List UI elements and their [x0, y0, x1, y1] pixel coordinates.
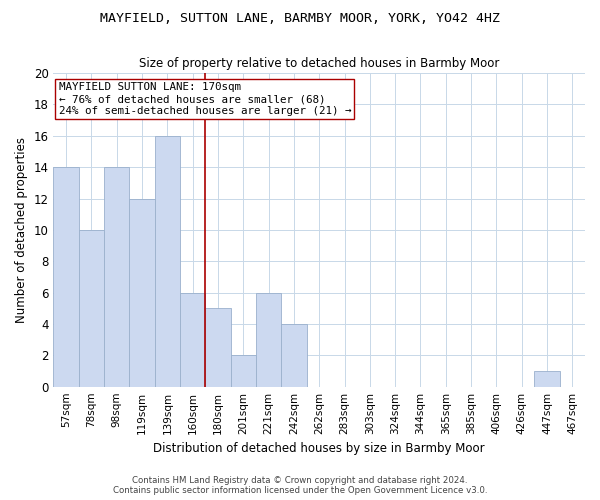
- Text: Contains HM Land Registry data © Crown copyright and database right 2024.
Contai: Contains HM Land Registry data © Crown c…: [113, 476, 487, 495]
- X-axis label: Distribution of detached houses by size in Barmby Moor: Distribution of detached houses by size …: [154, 442, 485, 455]
- Bar: [104, 167, 130, 386]
- Bar: [155, 136, 180, 386]
- Bar: [205, 308, 230, 386]
- Bar: [180, 292, 205, 386]
- Bar: [281, 324, 307, 386]
- Bar: [230, 356, 256, 386]
- Bar: [53, 167, 79, 386]
- Bar: [79, 230, 104, 386]
- Bar: [256, 292, 281, 386]
- Bar: [130, 198, 155, 386]
- Bar: [535, 371, 560, 386]
- Y-axis label: Number of detached properties: Number of detached properties: [15, 137, 28, 323]
- Text: MAYFIELD SUTTON LANE: 170sqm
← 76% of detached houses are smaller (68)
24% of se: MAYFIELD SUTTON LANE: 170sqm ← 76% of de…: [59, 82, 351, 116]
- Text: MAYFIELD, SUTTON LANE, BARMBY MOOR, YORK, YO42 4HZ: MAYFIELD, SUTTON LANE, BARMBY MOOR, YORK…: [100, 12, 500, 26]
- Title: Size of property relative to detached houses in Barmby Moor: Size of property relative to detached ho…: [139, 58, 499, 70]
